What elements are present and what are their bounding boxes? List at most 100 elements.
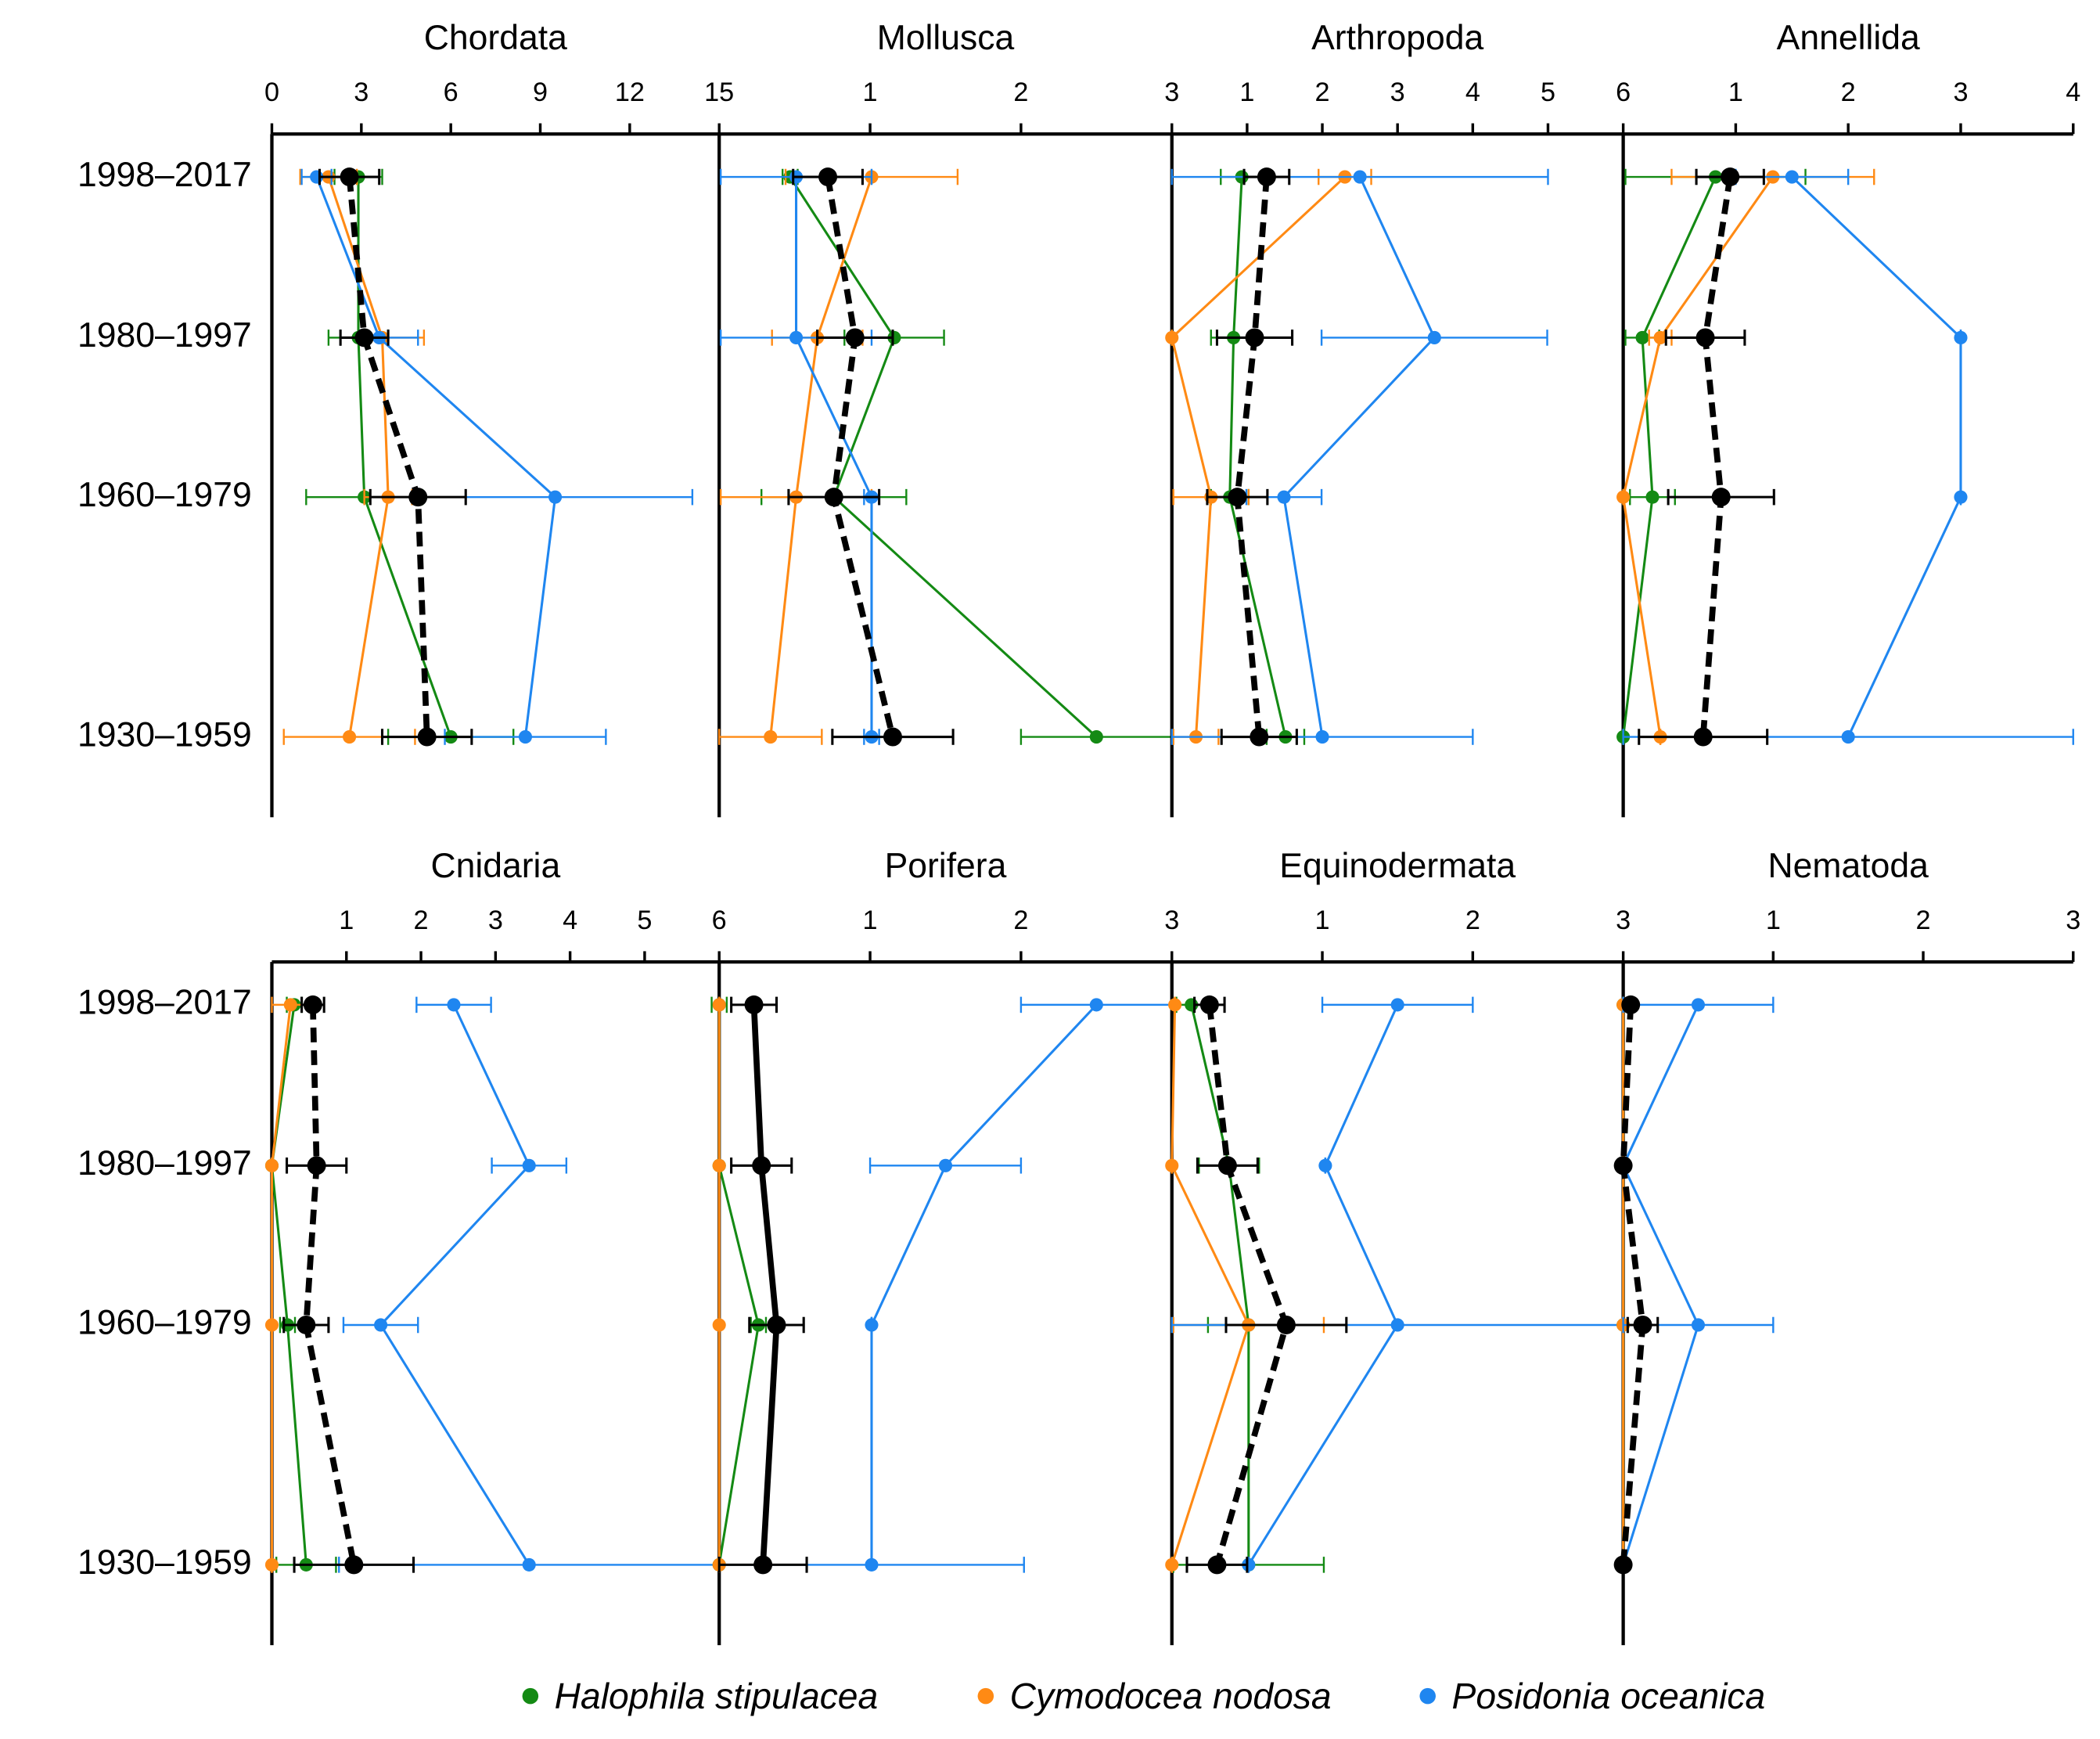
series-line — [870, 1003, 1098, 1565]
series-line — [270, 1004, 307, 1565]
x-tick-label: 2 — [1465, 906, 1480, 935]
series-line — [1621, 1004, 1700, 1565]
x-tick-label: 3 — [2066, 906, 2080, 935]
x-tick-label: 0 — [264, 77, 279, 107]
mean-point — [752, 1156, 771, 1176]
point — [764, 729, 778, 744]
panel-title: Chordata — [424, 19, 567, 57]
mean-line — [1699, 176, 1734, 737]
x-tick-label: 1 — [863, 906, 878, 935]
x-tick-label: 6 — [712, 906, 727, 935]
x-tick-label: 3 — [1164, 77, 1179, 107]
mean-point — [753, 1555, 773, 1575]
mean-point — [767, 1316, 786, 1334]
x-tick-label: 9 — [533, 77, 548, 107]
point — [938, 1158, 953, 1172]
legend-label: Halophila stipulacea — [555, 1676, 879, 1716]
point — [1165, 330, 1179, 344]
point — [1390, 998, 1404, 1012]
mean-point — [417, 727, 437, 747]
point — [1242, 1557, 1256, 1572]
x-tick-label: 4 — [563, 906, 577, 935]
point — [1318, 1158, 1332, 1172]
legend-marker — [1419, 1687, 1436, 1705]
point — [1315, 729, 1329, 744]
mean-point — [340, 167, 359, 187]
mean-point — [1621, 995, 1641, 1014]
mean-point — [1721, 167, 1740, 187]
point — [712, 1318, 726, 1332]
point — [522, 1557, 536, 1572]
mean-point — [1613, 1555, 1633, 1575]
mean-point — [307, 1156, 326, 1176]
mean-point — [824, 488, 843, 507]
point — [887, 330, 901, 344]
mean-point — [1276, 1316, 1296, 1334]
x-tick-label: 1 — [1315, 906, 1330, 935]
x-tick-label: 6 — [444, 77, 458, 107]
x-tick-label: 15 — [704, 77, 734, 107]
point — [1089, 998, 1103, 1012]
mean-line — [825, 176, 896, 738]
x-tick-label: 2 — [1013, 77, 1028, 107]
x-tick-label: 2 — [1916, 906, 1931, 935]
x-tick-label: 3 — [1390, 77, 1405, 107]
series-line — [379, 1004, 531, 1566]
x-tick-label: 4 — [2066, 77, 2080, 107]
point — [1165, 1158, 1179, 1172]
point — [1165, 1557, 1179, 1572]
point — [1390, 1318, 1404, 1332]
y-tick-label: 1980–1997 — [77, 1144, 252, 1183]
point — [374, 1318, 388, 1332]
point — [712, 1158, 726, 1172]
y-tick-label: 1930–1959 — [77, 1543, 252, 1582]
point — [865, 1557, 879, 1572]
x-tick-label: 1 — [1239, 77, 1254, 107]
point — [1089, 729, 1103, 744]
point — [1635, 330, 1649, 344]
point — [264, 1318, 279, 1332]
panel-title: Porifera — [885, 847, 1007, 885]
point — [264, 1557, 279, 1572]
mean-line — [346, 176, 430, 737]
y-tick-label: 1998–2017 — [77, 156, 252, 194]
point — [522, 1158, 536, 1172]
point — [1616, 490, 1631, 504]
mean-point — [1257, 167, 1276, 187]
mean-line — [303, 1004, 358, 1566]
point — [1954, 330, 1968, 344]
x-tick-label: 4 — [1465, 77, 1480, 107]
x-tick-label: 12 — [615, 77, 645, 107]
mean-point — [1693, 727, 1713, 747]
mean-point — [1711, 488, 1731, 507]
series-line — [1170, 175, 1346, 737]
mean-point — [303, 995, 322, 1014]
x-tick-label: 6 — [1616, 77, 1631, 107]
x-tick-label: 2 — [1013, 906, 1028, 935]
mean-line — [1620, 1004, 1646, 1565]
point — [518, 729, 533, 744]
series-line — [769, 176, 873, 737]
y-tick-label: 1980–1997 — [77, 316, 252, 355]
point — [1353, 170, 1367, 184]
mean-point — [845, 328, 865, 347]
x-tick-label: 3 — [1616, 906, 1631, 935]
mean-point — [883, 727, 902, 747]
mean-point — [818, 167, 838, 187]
point — [1785, 170, 1799, 184]
x-tick-label: 1 — [339, 906, 354, 935]
point — [712, 998, 726, 1012]
x-tick-label: 2 — [1841, 77, 1856, 107]
mean-point — [1695, 328, 1715, 347]
x-tick-label: 5 — [637, 906, 652, 935]
mean-line — [750, 1004, 780, 1565]
point — [789, 330, 804, 344]
x-tick-label: 1 — [863, 77, 878, 107]
series-line — [717, 1004, 760, 1565]
series-line — [1247, 1004, 1399, 1566]
series-line — [270, 1004, 292, 1565]
x-tick-label: 2 — [1315, 77, 1330, 107]
mean-point — [1199, 995, 1219, 1014]
series-line — [1791, 175, 1962, 738]
